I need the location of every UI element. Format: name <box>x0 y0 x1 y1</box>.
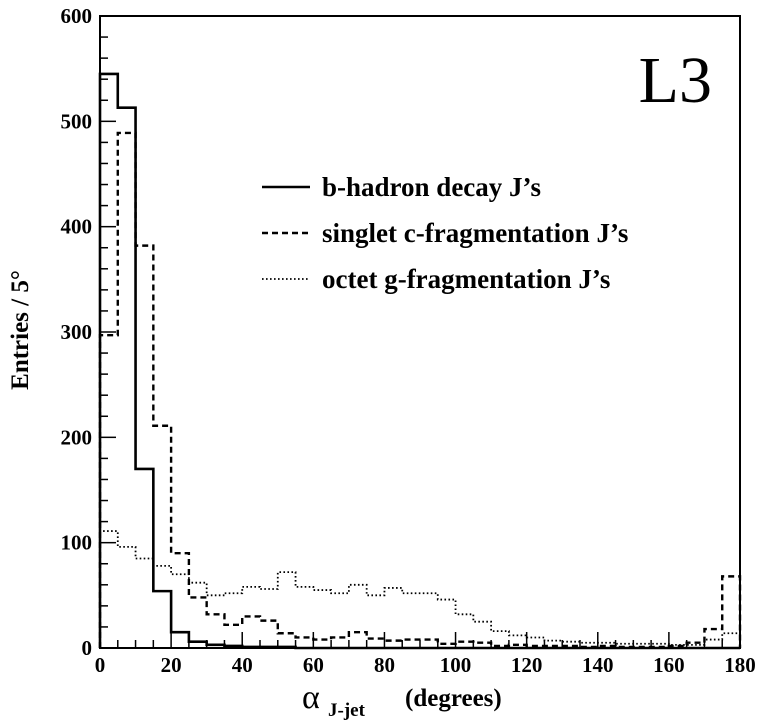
y-axis-title: Entries / 5° <box>7 270 34 390</box>
legend-lines <box>262 185 310 280</box>
x-tick-label: 0 <box>95 653 106 677</box>
x-tick-label: 120 <box>511 653 543 677</box>
x-axis-title-symbol: α <box>302 679 320 716</box>
x-axis-title-unit: (degrees) <box>405 685 502 712</box>
y-tick-label: 400 <box>61 215 93 239</box>
x-tick-label: 140 <box>582 653 614 677</box>
y-tick-label: 100 <box>61 531 93 555</box>
x-tick-label: 180 <box>724 653 756 677</box>
x-tick-label: 20 <box>161 653 182 677</box>
x-tick-label: 160 <box>653 653 685 677</box>
legend-label-b-hadron: b-hadron decay J’s <box>322 172 541 202</box>
x-tick-label: 100 <box>440 653 472 677</box>
x-axis-title: α J-jet (degrees) <box>302 679 502 720</box>
y-tick-label: 200 <box>61 425 93 449</box>
series-dashed-histogram <box>98 131 742 649</box>
legend-label-singlet-c: singlet c-fragmentation J’s <box>322 218 628 248</box>
series-solid-histogram <box>98 72 740 650</box>
series-dotted-histogram <box>99 530 741 648</box>
y-tick-label: 0 <box>82 636 93 660</box>
x-tick-label: 80 <box>374 653 395 677</box>
x-tick-label: 40 <box>232 653 253 677</box>
y-tick-label: 300 <box>61 320 93 344</box>
experiment-label: L3 <box>639 44 712 117</box>
series-layer <box>98 72 742 650</box>
y-tick-label: 500 <box>61 109 93 133</box>
y-tick-label: 600 <box>61 4 93 28</box>
x-tick-label: 60 <box>303 653 324 677</box>
legend-label-octet-g: octet g-fragmentation J’s <box>322 264 610 294</box>
x-axis-title-subscript: J-jet <box>328 700 366 720</box>
